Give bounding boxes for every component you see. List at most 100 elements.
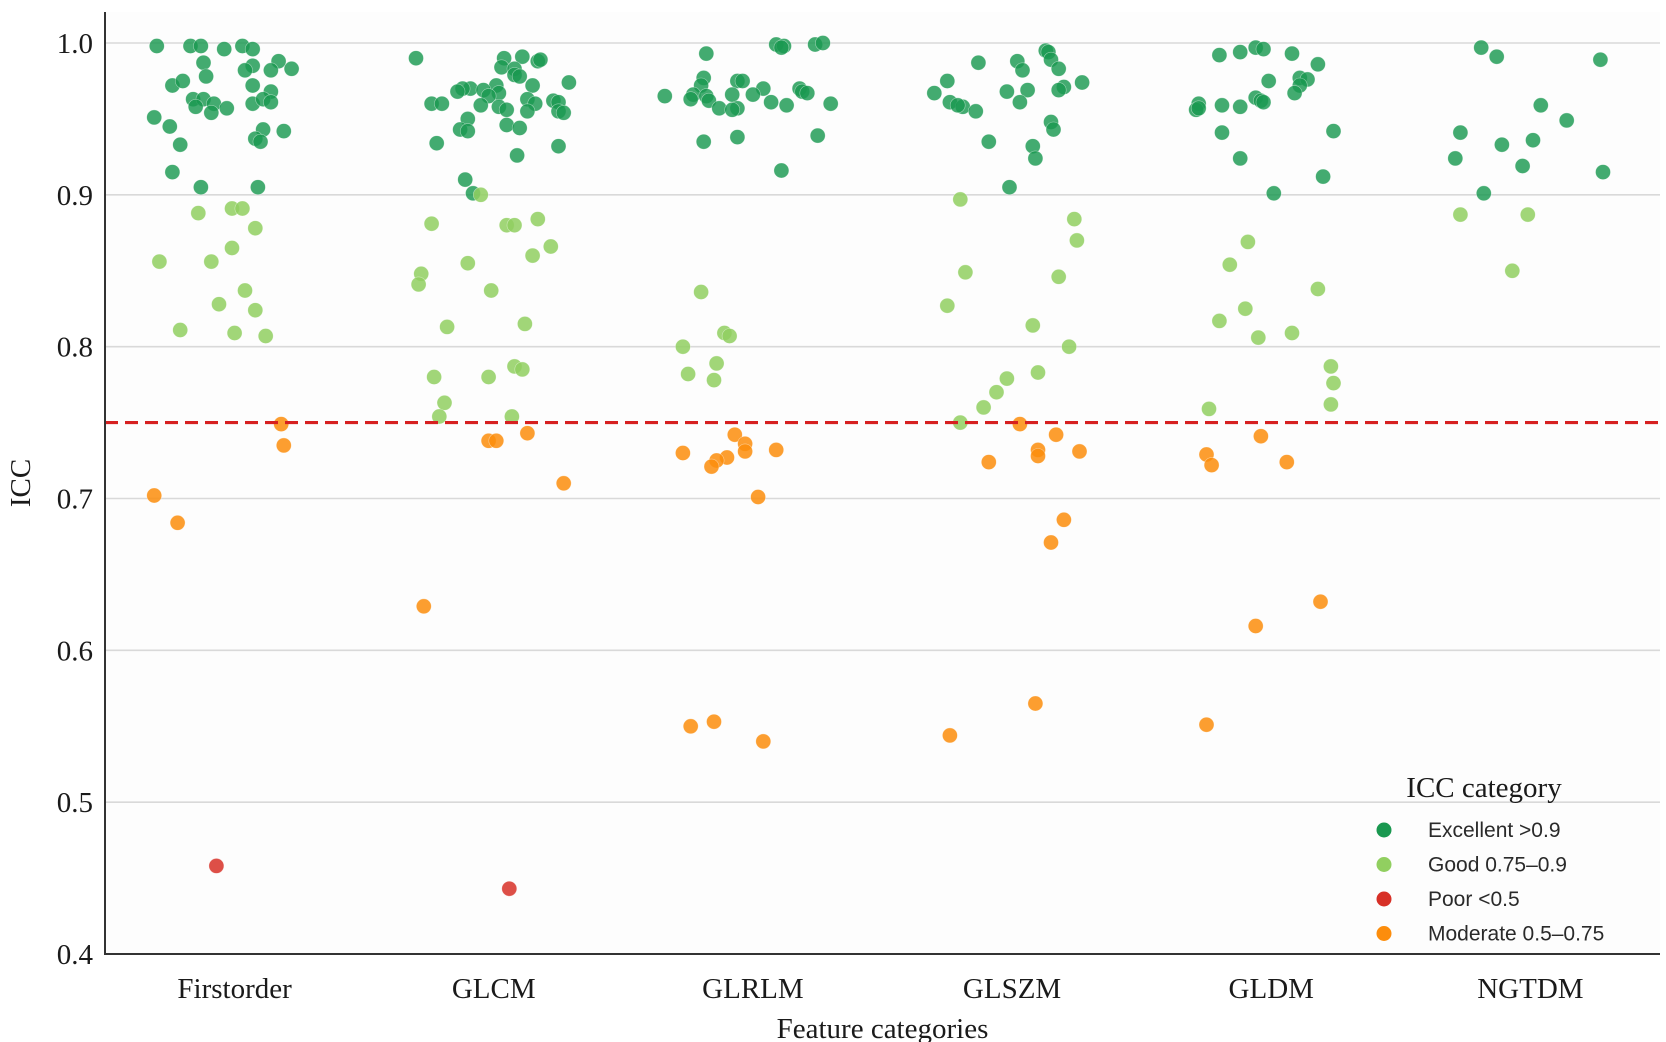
data-point-excellent [970,54,987,71]
data-point-excellent [244,41,261,57]
data-point-good [480,369,497,385]
data-point-good [693,284,709,300]
data-point-excellent [773,39,790,56]
data-point-moderate [1048,426,1064,443]
data-point-excellent [164,164,181,180]
data-point-excellent [799,85,816,101]
data-point-good [708,355,725,372]
data-point-excellent [1476,185,1492,202]
gridlines [105,12,1660,954]
data-point-excellent [263,62,279,79]
data-point-good [999,370,1015,387]
data-point-excellent [457,171,474,188]
data-point-good [1061,338,1077,355]
data-point-excellent [275,123,292,139]
data-point-moderate [1312,593,1329,610]
data-point-excellent [1074,74,1090,91]
data-point-excellent [498,102,515,118]
data-point-excellent [1027,150,1044,167]
data-point-excellent [1232,99,1248,115]
data-point-moderate [682,718,699,735]
data-point-good [1025,317,1041,334]
data-point-moderate [146,487,162,504]
data-point-good [524,247,541,264]
data-point-good [459,255,476,272]
data-point-excellent [724,86,741,103]
data-point-excellent [1214,124,1230,141]
data-point-excellent [1473,39,1489,56]
data-point-excellent [198,68,214,85]
plot-background [105,12,1660,954]
data-point-excellent [999,83,1015,100]
data-points [146,35,1611,897]
data-point-excellent [524,77,541,94]
x-tick-labels: Firstorder GLCM GLRLM GLSZM GLDM NGTDM [177,973,1583,1005]
data-point-moderate [169,514,186,531]
y-tick-label: 0.8 [57,332,93,364]
data-point-excellent [1260,73,1277,89]
data-point-excellent [1533,97,1549,114]
data-point-good [247,220,264,236]
data-point-moderate [768,442,785,458]
data-point-moderate [980,454,997,470]
data-point-good [1504,262,1521,279]
legend: ICC category Excellent >0.9 Good 0.75–0.9… [1376,772,1604,946]
data-point-good [1211,313,1228,329]
legend-label-good: Good 0.75–0.9 [1428,854,1567,877]
data-point-excellent [1325,123,1342,139]
data-point-excellent [1190,100,1207,117]
data-point-excellent [967,103,984,120]
data-point-excellent [1310,56,1326,73]
category-group-glszm [926,42,1090,744]
data-point-moderate [1279,454,1295,470]
data-point-excellent [511,68,528,85]
data-point-excellent [514,48,531,65]
data-point-excellent [1050,82,1067,98]
category-group-glrlm [656,35,839,750]
data-point-excellent [1001,179,1018,195]
legend-marker-good [1376,857,1392,872]
data-point-excellent [926,85,943,101]
y-tick-label: 1.0 [57,28,93,60]
y-tick-label: 0.5 [57,787,93,819]
data-point-excellent [532,51,549,68]
data-point-good [151,253,168,270]
data-point-excellent [1488,48,1505,65]
data-point-excellent [1045,121,1062,138]
data-point-excellent [519,103,536,120]
x-tick-label: GLSZM [963,973,1061,1005]
data-point-good [542,238,559,255]
data-point-good [988,384,1005,401]
category-group-gldm [1188,39,1342,733]
data-point-excellent [283,61,300,77]
y-tick-label: 0.6 [57,635,93,667]
data-point-excellent [434,95,450,112]
data-point-good [172,322,188,338]
data-point-excellent [809,127,826,144]
data-point-good [237,282,253,299]
data-point-excellent [187,99,204,115]
data-point-moderate [1027,695,1044,712]
data-point-moderate [726,426,743,443]
data-point-moderate [706,713,722,730]
data-point-excellent [511,120,528,136]
data-point-excellent [472,97,489,114]
data-point-moderate [415,598,432,615]
y-tick-label: 0.4 [57,939,94,971]
data-point-excellent [1211,47,1228,63]
x-tick-label: GLRLM [702,973,804,1005]
data-point-excellent [1050,61,1067,77]
data-point-good [426,369,442,385]
data-point-good [247,302,264,319]
data-point-excellent [1019,82,1036,98]
data-point-good [952,191,969,208]
data-point-poor [208,858,225,874]
data-point-excellent [1232,44,1248,60]
data-point-excellent [1595,164,1611,180]
data-point-good [423,215,440,232]
data-point-excellent [939,73,956,89]
data-point-moderate [275,437,292,454]
data-point-excellent [408,50,424,67]
data-point-good [957,264,974,281]
data-point-good [517,316,533,332]
